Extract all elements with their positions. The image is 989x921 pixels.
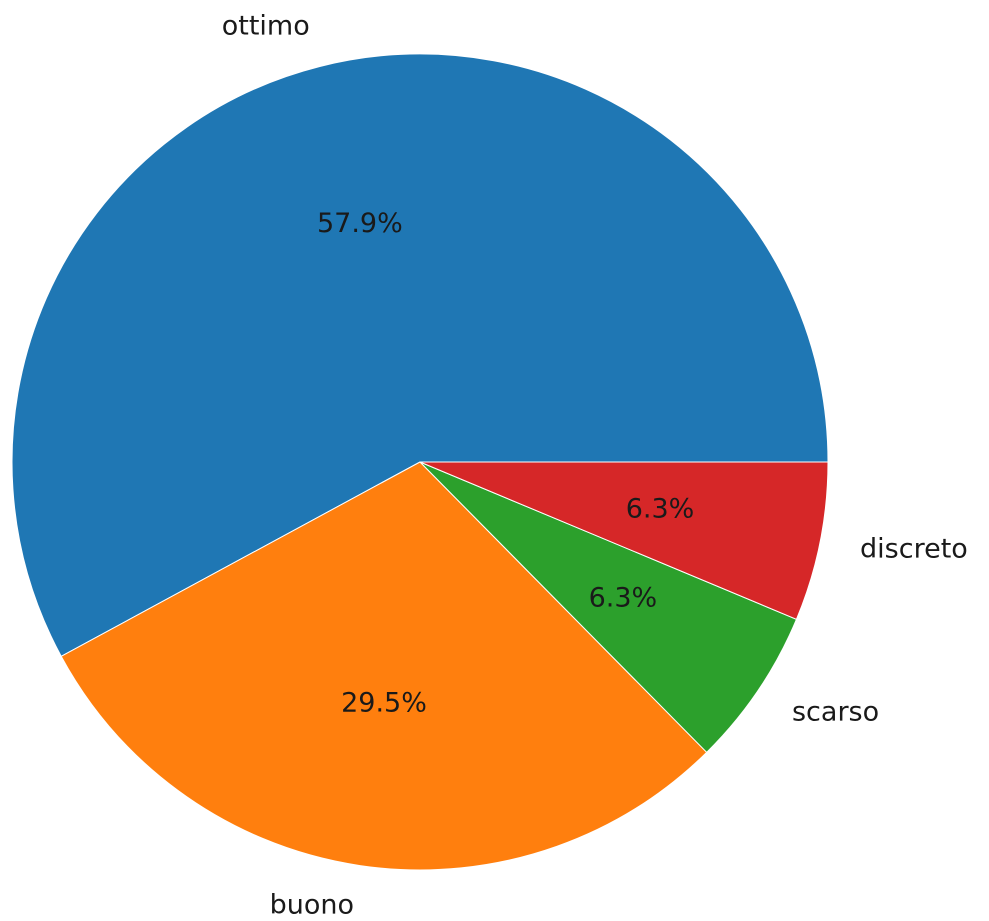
slice-percent-discreto: 6.3% bbox=[626, 494, 695, 525]
slice-percent-ottimo: 57.9% bbox=[317, 208, 403, 239]
slice-label-ottimo: ottimo bbox=[222, 10, 310, 41]
pie-slice-buono bbox=[60, 461, 708, 871]
slice-label-discreto: discreto bbox=[860, 534, 968, 565]
slice-percent-scarso: 6.3% bbox=[589, 582, 658, 613]
pie-slice-discreto bbox=[419, 461, 829, 620]
pie-slices bbox=[11, 53, 829, 871]
pie-slice-scarso bbox=[419, 461, 798, 754]
pie-slice-ottimo bbox=[11, 53, 829, 657]
pie-labels: ottimo 57.9% buono 29.5% scarso 6.3% discreto 6… bbox=[222, 10, 968, 920]
slice-percent-buono: 29.5% bbox=[341, 688, 427, 719]
slice-label-buono: buono bbox=[270, 889, 354, 920]
slice-label-scarso: scarso bbox=[792, 697, 879, 728]
